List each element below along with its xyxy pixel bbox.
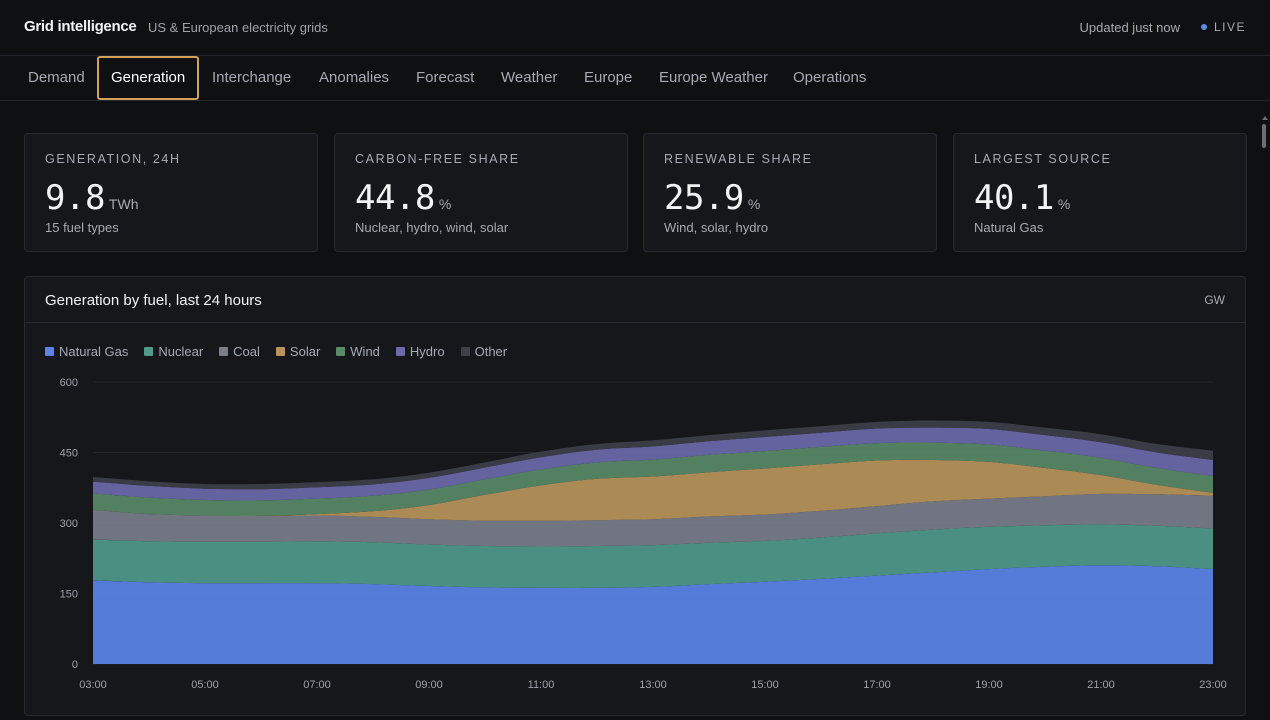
x-tick-label: 03:00 [79,679,107,691]
scroll-up-arrow-icon[interactable] [1262,116,1268,120]
area-solar[interactable] [93,459,1213,521]
live-indicator-dot [1201,24,1207,30]
kpi-unit: % [1057,196,1071,212]
kpi-value: 25.9% [664,178,760,218]
kpi-card-largest-source: LARGEST SOURCE 40.1% Natural Gas [953,133,1247,252]
area-coal[interactable] [93,493,1213,547]
legend-label: Nuclear [158,343,204,359]
x-tick-label: 09:00 [415,679,443,691]
kpi-label: RENEWABLE SHARE [664,152,813,166]
app-title: Grid intelligence [24,18,137,35]
legend-label: Wind [350,343,380,359]
kpi-number: 25.9 [664,178,744,218]
kpi-label: CARBON-FREE SHARE [355,152,520,166]
area-wind[interactable] [93,442,1213,517]
x-tick-label: 05:00 [191,679,219,691]
tab-interchange[interactable]: Interchange [212,69,292,86]
legend-swatch [460,346,470,356]
legend-label: Hydro [409,343,445,359]
legend-label: Other [474,343,508,359]
live-badge: LIVE [1214,20,1247,34]
legend-item-natural-gas[interactable]: Natural Gas [45,343,128,359]
kpi-subtext: Natural Gas [974,220,1044,235]
kpi-number: 9.8 [45,178,105,218]
legend-swatch [45,346,54,356]
legend-swatch [395,346,405,356]
x-tick-label: 13:00 [639,679,667,691]
top-bar: Grid intelligence US & European electric… [0,0,1270,56]
legend-item-other[interactable]: Other [460,343,508,359]
kpi-card-carbon-free: CARBON-FREE SHARE 44.8% Nuclear, hydro, … [334,133,628,252]
kpi-number: 40.1 [974,178,1054,218]
kpi-label: GENERATION, 24H [45,152,181,166]
kpi-unit: % [747,196,761,212]
legend-label: Solar [289,343,321,359]
y-tick-label: 450 [60,448,78,460]
legend-item-hydro[interactable]: Hydro [395,343,445,359]
panel-header: Generation by fuel, last 24 hours GW [25,277,1245,323]
legend-swatch [219,346,229,356]
tab-europe-weather[interactable]: Europe Weather [659,69,768,86]
generation-chart-panel: Generation by fuel, last 24 hours GW Nat… [24,276,1246,716]
legend-item-solar[interactable]: Solar [275,343,321,359]
app-subtitle: US & European electricity grids [148,20,328,35]
kpi-card-renewable: RENEWABLE SHARE 25.9% Wind, solar, hydro [643,133,937,252]
y-tick-label: 150 [60,589,78,601]
legend-label: Coal [233,343,260,359]
kpi-card-generation: GENERATION, 24H 9.8 TWh 15 fuel types [24,133,318,252]
x-tick-label: 21:00 [1087,679,1115,691]
tab-generation[interactable]: Generation [97,56,200,100]
x-tick-label: 17:00 [863,679,891,691]
x-tick-label: 15:00 [751,679,779,691]
kpi-value: 9.8 TWh [45,178,138,218]
legend-item-nuclear[interactable]: Nuclear [144,343,203,359]
kpi-value: 44.8% [355,178,451,218]
tab-anomalies[interactable]: Anomalies [319,69,390,86]
legend-item-wind[interactable]: Wind [336,343,380,359]
tab-forecast[interactable]: Forecast [416,69,475,86]
kpi-subtext: Wind, solar, hydro [664,220,769,235]
area-nuclear[interactable] [93,524,1213,588]
tab-scrollbar[interactable] [1262,116,1268,156]
kpi-label: LARGEST SOURCE [974,152,1112,166]
x-tick-label: 11:00 [528,679,555,691]
legend-swatch [336,346,346,356]
legend-item-coal[interactable]: Coal [219,343,260,359]
tab-bar: Demand Generation Interchange Anomalies … [0,56,1270,148]
legend-swatch [275,346,285,356]
kpi-value: 40.1% [974,178,1070,218]
kpi-number: 44.8 [355,178,435,218]
kpi-subtext: Nuclear, hydro, wind, solar [355,220,509,235]
area-natural-gas[interactable] [93,565,1213,664]
area-hydro[interactable] [93,427,1213,501]
kpi-unit: % [438,196,452,212]
tab-europe[interactable]: Europe [584,69,633,86]
kpi-subtext: 15 fuel types [45,220,119,235]
y-tick-label: 0 [72,659,78,671]
panel-title: Generation by fuel, last 24 hours [45,292,262,309]
tab-demand[interactable]: Demand [28,69,85,86]
scrollbar-thumb[interactable] [1262,124,1266,148]
legend-label: Natural Gas [59,343,129,359]
x-tick-label: 07:00 [303,679,331,691]
x-tick-label: 23:00 [1199,679,1227,691]
chart-legend: Natural Gas Nuclear Coal Solar Wind Hydro Othe… [45,343,523,359]
kpi-unit: TWh [108,196,139,212]
y-tick-label: 300 [60,518,78,530]
legend-swatch [144,346,154,356]
y-tick-label: 600 [60,377,78,389]
stacked-area-chart: 0 150 300 450 600 03:00 05:00 07:00 09:00 11:00 13… [60,377,1227,691]
tab-operations[interactable]: Operations [793,69,867,86]
updated-status: Updated just now [1079,20,1180,35]
x-tick-label: 19:00 [975,679,1003,691]
panel-unit: GW [1204,293,1225,307]
tab-weather[interactable]: Weather [501,69,558,86]
